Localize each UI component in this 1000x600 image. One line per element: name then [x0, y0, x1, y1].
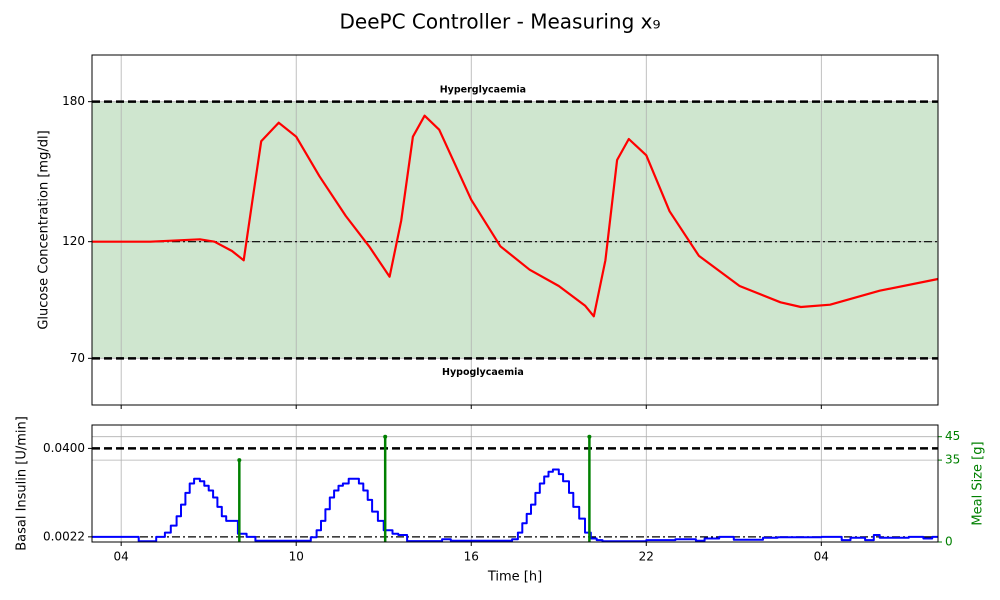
data-line	[92, 468, 938, 543]
annotation: Hypoglycaemia	[442, 367, 524, 378]
y-tick-label: 0.0400	[43, 441, 85, 455]
data-line	[92, 114, 939, 318]
meal-marker	[383, 434, 388, 439]
x-tick-label: 22	[639, 550, 654, 564]
x-axis-label: Time [h]	[487, 570, 542, 585]
x-tick-label: 04	[814, 550, 829, 564]
y2-tick-label: 35	[945, 453, 960, 467]
y-axis-label: Basal Insulin [U/min]	[15, 416, 30, 551]
y-tick-label: 120	[62, 234, 85, 248]
x-tick-label: 04	[114, 550, 129, 564]
y2-tick-label: 45	[945, 429, 960, 443]
y-tick-label: 0.0022	[43, 529, 85, 543]
annotation: Hyperglycaemia	[440, 85, 526, 96]
y2-axis-label: Meal Size [g]	[971, 441, 986, 525]
plot-frame	[91, 424, 939, 543]
x-tick-label: 10	[289, 550, 304, 564]
safe-range	[92, 101, 938, 359]
y2-tick-label: 0	[945, 535, 953, 549]
y-tick-label: 70	[70, 351, 85, 365]
meal-marker	[587, 434, 592, 439]
chart-title: DeePC Controller - Measuring x₉	[340, 10, 661, 34]
y-tick-label: 180	[62, 94, 85, 108]
y-axis-label: Glucose Concentration [mg/dl]	[37, 130, 52, 329]
plot-frame	[91, 54, 939, 406]
x-tick-label: 16	[464, 550, 479, 564]
meal-marker	[237, 458, 242, 463]
